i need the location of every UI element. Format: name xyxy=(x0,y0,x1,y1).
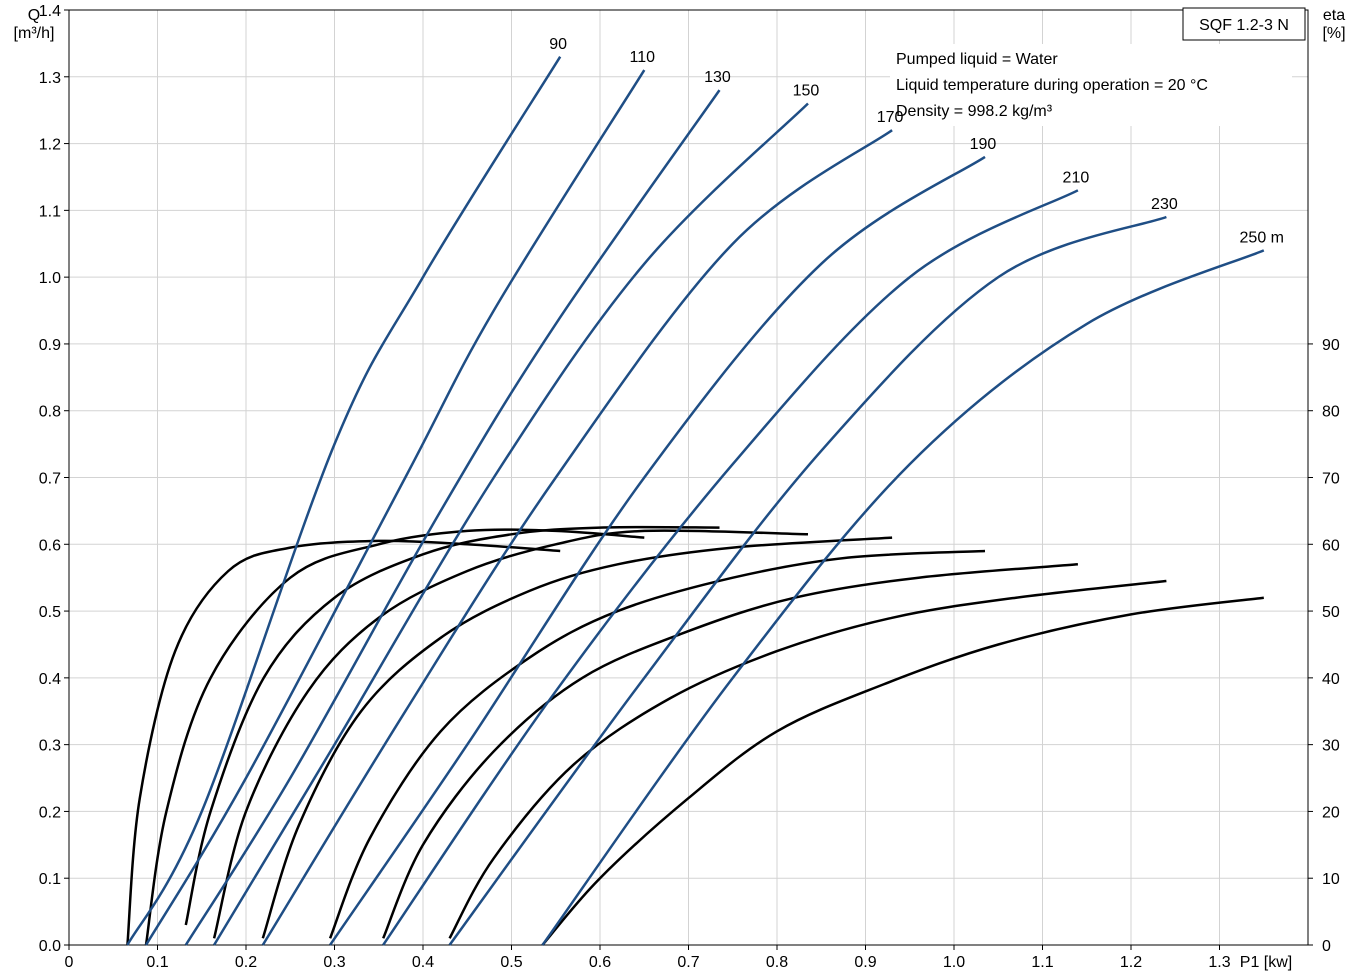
y-right-tick-label: 30 xyxy=(1322,738,1340,755)
y-right-tick-label: 10 xyxy=(1322,871,1340,888)
x-tick-label: 0.7 xyxy=(677,954,699,971)
x-tick-label: 0.6 xyxy=(589,954,611,971)
efficiency-curve-8 xyxy=(448,579,1167,939)
flow-curve-250-m xyxy=(541,249,1265,946)
x-tick-label: 0.1 xyxy=(146,954,168,971)
x-tick-label: 0.5 xyxy=(500,954,522,971)
y-right-tick-label: 50 xyxy=(1322,604,1340,621)
y-left-tick-label: 0.6 xyxy=(39,537,61,554)
x-tick-label: 1.2 xyxy=(1120,954,1142,971)
conditions-notes: Pumped liquid = Water Liquid temperature… xyxy=(890,44,1292,126)
flow-curve-label: 110 xyxy=(629,49,655,66)
flow-curve-label: 130 xyxy=(704,69,731,86)
y-left-tick-label: 1.2 xyxy=(39,137,61,154)
x-tick-label: 0.4 xyxy=(412,954,434,971)
y-left-tick-label: 1.0 xyxy=(39,270,61,287)
efficiency-curve-9 xyxy=(541,596,1264,946)
flow-curves: 90 110 130 150 170 190 210 230 250 m xyxy=(126,36,1284,946)
flow-curve-190 xyxy=(329,155,986,946)
y-right-tick-label: 60 xyxy=(1322,537,1340,554)
model-label: SQF 1.2-3 N xyxy=(1199,17,1289,34)
flow-curve-label: 170 xyxy=(877,109,904,126)
x-tick-label: 1.0 xyxy=(943,954,965,971)
y-left-tick-label: 1.4 xyxy=(39,3,61,20)
y-right-axis-label: eta xyxy=(1323,7,1345,24)
y-left-tick-label: 0.1 xyxy=(39,871,61,888)
flow-curve-label: 190 xyxy=(970,136,997,153)
flow-curve-150 xyxy=(213,102,809,946)
y-left-tick-label: 0.5 xyxy=(39,604,61,621)
efficiency-curve-5 xyxy=(261,536,893,939)
x-tick-label: 1.3 xyxy=(1208,954,1230,971)
y-right-tick-label: 40 xyxy=(1322,671,1340,688)
y-left-tick-label: 0.9 xyxy=(39,337,61,354)
flow-curve-110 xyxy=(144,69,646,946)
flow-curve-90 xyxy=(126,56,562,946)
efficiency-curves xyxy=(126,525,1264,946)
efficiency-curve-4 xyxy=(212,529,809,939)
x-tick-label: 0.9 xyxy=(854,954,876,971)
y-left-tick-label: 0.2 xyxy=(39,804,61,821)
flow-curve-label: 150 xyxy=(793,83,820,100)
note-pumped-liquid: Pumped liquid = Water xyxy=(896,51,1058,68)
flow-curve-label: 230 xyxy=(1151,196,1178,213)
flow-curve-label: 90 xyxy=(549,36,567,53)
flow-curve-label: 250 m xyxy=(1240,229,1284,246)
y-left-axis-label: Q xyxy=(28,7,40,24)
y-right-tick-label: 70 xyxy=(1322,471,1340,488)
x-axis-label: P1 [kw] xyxy=(1240,954,1292,971)
efficiency-curve-6 xyxy=(328,549,986,939)
x-tick-label: 0.2 xyxy=(235,954,257,971)
y-right-tick-label: 80 xyxy=(1322,404,1340,421)
x-tick-label: 1.1 xyxy=(1031,954,1053,971)
efficiency-curve-7 xyxy=(382,563,1079,939)
y-right-tick-label: 20 xyxy=(1322,804,1340,821)
y-right-tick-label: 90 xyxy=(1322,337,1340,354)
flow-curve-label: 210 xyxy=(1063,169,1090,186)
x-tick-label: 0.8 xyxy=(766,954,788,971)
note-liquid-temperature: Liquid temperature during operation = 20… xyxy=(896,77,1208,94)
y-left-axis-unit: [m³/h] xyxy=(14,25,55,42)
y-left-tick-label: 0.7 xyxy=(39,471,61,488)
axis-titles: Q [m³/h] eta [%] P1 [kw] xyxy=(14,7,1346,971)
flow-curve-170 xyxy=(261,129,893,946)
y-left-tick-label: 0.3 xyxy=(39,738,61,755)
grid-lines xyxy=(68,9,1308,946)
efficiency-curve-1 xyxy=(126,539,561,946)
y-left-tick-label: 0.4 xyxy=(39,671,61,688)
y-right-axis-unit: [%] xyxy=(1322,25,1345,42)
flow-curve-230 xyxy=(448,215,1167,946)
model-label-box: SQF 1.2-3 N xyxy=(1182,7,1306,41)
efficiency-curve-3 xyxy=(184,525,720,926)
y-left-tick-label: 1.3 xyxy=(39,70,61,87)
flow-curve-130 xyxy=(184,89,721,946)
y-left-tick-label: 1.1 xyxy=(39,203,61,220)
flow-curve-210 xyxy=(382,189,1079,946)
x-tick-label: 0 xyxy=(65,954,74,971)
x-tick-label: 0.3 xyxy=(323,954,345,971)
y-left-tick-label: 0.0 xyxy=(39,938,61,955)
axis-ticks: 0 0.1 0.2 0.3 0.4 0.5 0.6 0.7 0.8 0.9 1.0 1.1 1.2 1.3… xyxy=(39,3,1340,971)
y-left-tick-label: 0.8 xyxy=(39,404,61,421)
note-density: Density = 998.2 kg/m³ xyxy=(896,103,1053,120)
y-right-tick-label: 0 xyxy=(1322,938,1331,955)
